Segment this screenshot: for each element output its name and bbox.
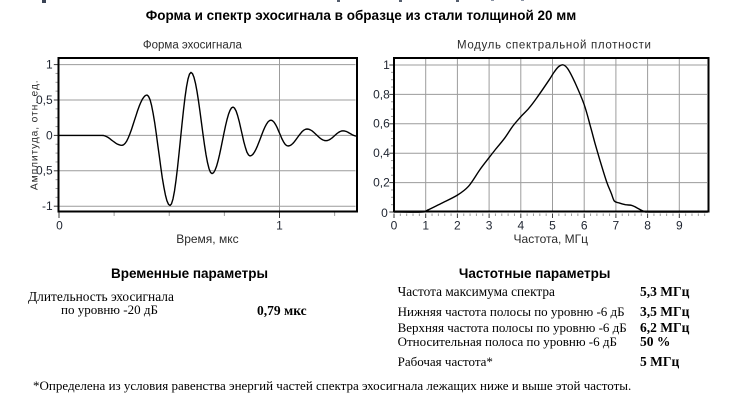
- svg-text:0,5: 0,5: [36, 93, 53, 107]
- svg-text:Время, мкс: Время, мкс: [176, 232, 238, 246]
- svg-text:1: 1: [422, 219, 429, 233]
- svg-text:4: 4: [517, 219, 524, 233]
- svg-text:0,4: 0,4: [373, 146, 390, 160]
- svg-text:0,2: 0,2: [373, 176, 390, 190]
- svg-text:Амплитуда, отн. ед.: Амплитуда, отн. ед.: [30, 80, 41, 191]
- svg-text:5: 5: [549, 219, 556, 233]
- svg-text:0: 0: [391, 219, 398, 233]
- svg-text:8: 8: [644, 219, 651, 233]
- svg-text:9: 9: [676, 219, 683, 233]
- svg-text:-1: -1: [42, 199, 53, 213]
- svg-text:1: 1: [46, 58, 53, 72]
- svg-text:Модуль спектральной плотности: Модуль спектральной плотности: [457, 40, 652, 52]
- svg-text:1: 1: [276, 219, 283, 233]
- svg-text:1: 1: [383, 58, 390, 72]
- svg-text:2: 2: [454, 219, 461, 233]
- svg-text:0,6: 0,6: [373, 117, 390, 131]
- svg-text:0,8: 0,8: [373, 87, 390, 101]
- svg-text:7: 7: [613, 219, 620, 233]
- svg-text:0,5: 0,5: [36, 164, 53, 178]
- svg-text:Частота, МГц: Частота, МГц: [514, 232, 589, 246]
- svg-text:0: 0: [381, 206, 388, 220]
- svg-text:0: 0: [56, 219, 63, 233]
- svg-text:Форма эхосигнала: Форма эхосигнала: [143, 40, 243, 52]
- svg-text:6: 6: [581, 219, 588, 233]
- svg-text:3: 3: [486, 219, 493, 233]
- svg-text:0: 0: [46, 128, 53, 142]
